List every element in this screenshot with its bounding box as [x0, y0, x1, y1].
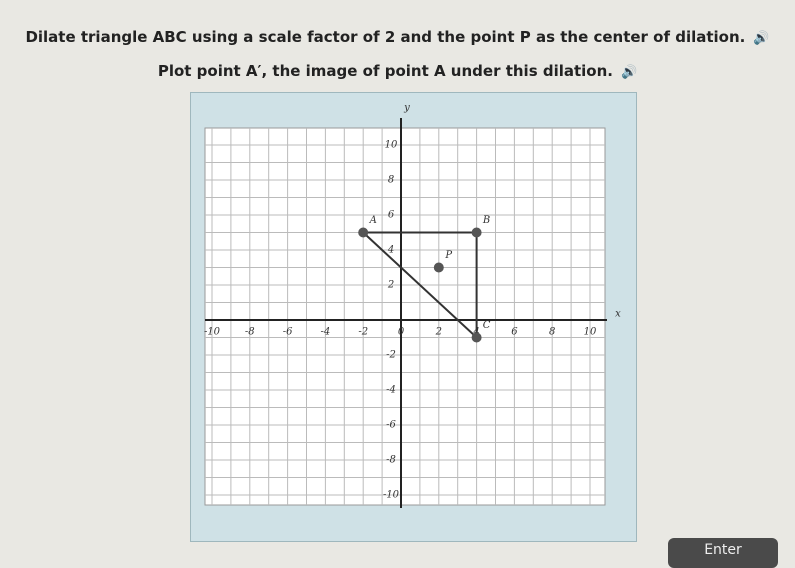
y-axis-label: y [403, 103, 410, 114]
instruction: Plot point A′, the image of point A unde… [0, 62, 795, 80]
x-tick-label: -4 [321, 327, 331, 338]
point[interactable] [471, 227, 482, 238]
x-tick-label: -6 [283, 327, 293, 338]
x-tick-label: -2 [358, 327, 368, 338]
x-tick-label: 6 [511, 327, 518, 338]
y-tick-label: -2 [386, 350, 396, 361]
point[interactable] [358, 227, 369, 238]
instruction-text: Dilate triangle ABC using a scale factor… [25, 28, 746, 46]
y-tick-label: -8 [386, 455, 396, 466]
point-label: B [482, 215, 490, 226]
y-tick-label: -10 [383, 490, 400, 501]
x-tick-label: 10 [584, 327, 597, 338]
x-tick-label: 2 [435, 327, 442, 338]
instruction: Dilate triangle ABC using a scale factor… [0, 28, 795, 46]
y-tick-label: -6 [386, 420, 396, 431]
y-tick-label: -4 [386, 385, 396, 396]
enter-button[interactable]: Enter [668, 538, 778, 568]
triangle [360, 231, 478, 340]
y-tick-label: 2 [387, 280, 394, 291]
y-tick-label: 8 [388, 175, 394, 186]
y-tick-label: 6 [388, 210, 395, 221]
speaker-icon[interactable]: 🔊 [620, 65, 638, 80]
point[interactable] [471, 332, 482, 343]
point-label: P [444, 250, 452, 261]
x-tick-label: -8 [245, 327, 255, 338]
x-axis-label: x [615, 309, 621, 320]
point[interactable] [433, 262, 444, 273]
graph-area[interactable] [204, 127, 606, 506]
instruction-text: Plot point A′, the image of point A unde… [157, 62, 613, 80]
y-tick-label: 4 [387, 245, 394, 256]
point-label: C [483, 320, 491, 331]
point-label: A [369, 215, 377, 226]
speaker-icon[interactable]: 🔊 [753, 31, 770, 46]
x-tick-label: 8 [549, 327, 555, 338]
x-tick-label: -10 [204, 327, 221, 338]
y-tick-label: 10 [385, 140, 398, 151]
x-tick-label: 0 [398, 327, 405, 338]
